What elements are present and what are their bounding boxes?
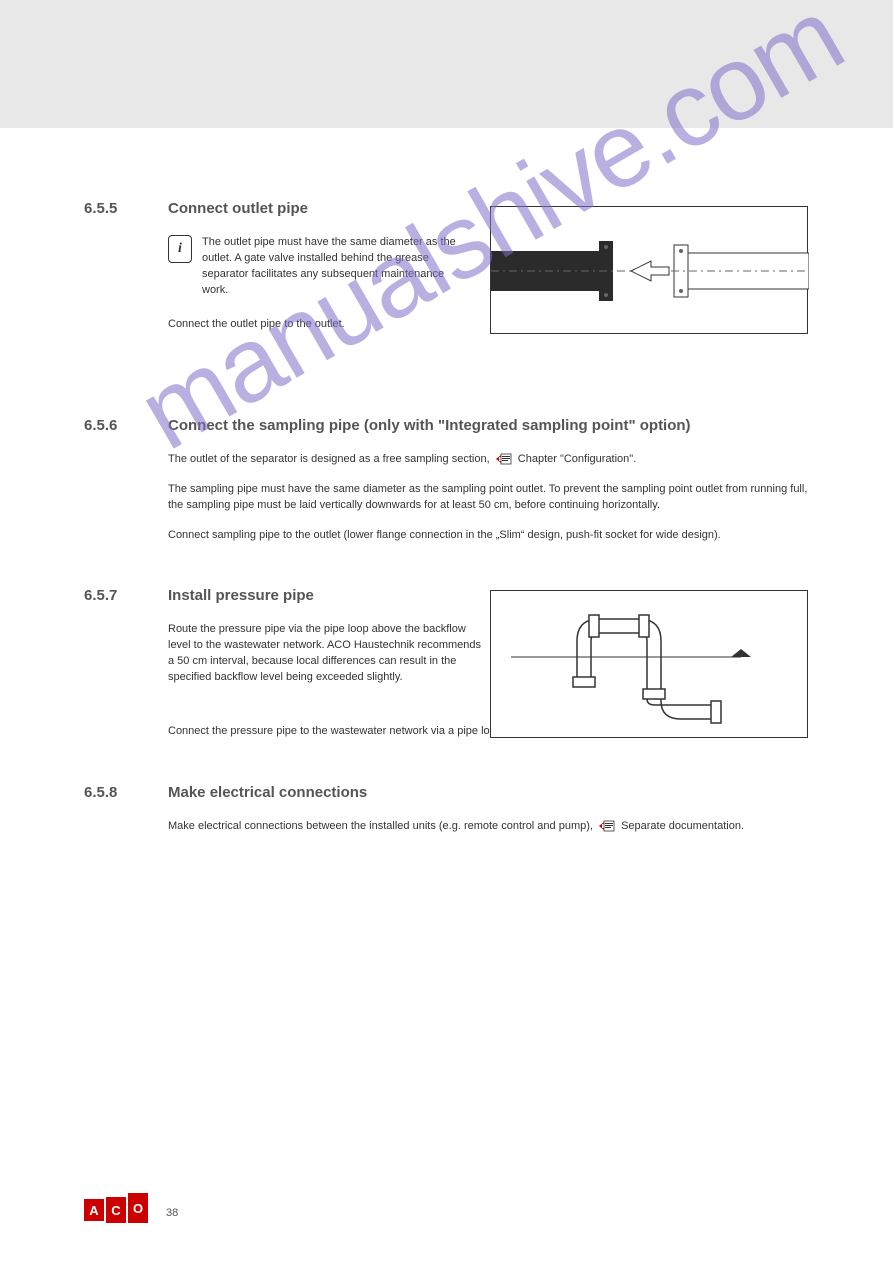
section-number: 6.5.6	[84, 417, 168, 558]
note-block: i The outlet pipe must have the same dia…	[168, 235, 468, 299]
cross-ref-text: Chapter "Configuration"	[518, 453, 633, 465]
section-paragraph: The sampling pipe must have the same dia…	[168, 482, 809, 514]
logo-letter: O	[128, 1193, 148, 1223]
figure-pressure-pipe-loop	[490, 590, 808, 738]
section-6-5-6: 6.5.6 Connect the sampling pipe (only wi…	[84, 417, 809, 558]
section-paragraph: Route the pressure pipe via the pipe loo…	[168, 622, 488, 686]
logo-letter: A	[84, 1199, 104, 1221]
text-fragment: .	[741, 820, 744, 832]
section-paragraph: Connect sampling pipe to the outlet (low…	[168, 528, 809, 544]
aco-logo: A C O	[84, 1197, 148, 1223]
info-icon: i	[168, 235, 192, 263]
section-number: 6.5.8	[84, 784, 168, 849]
header-band	[0, 0, 893, 128]
cross-ref-icon	[496, 453, 512, 465]
section-number: 6.5.7	[84, 587, 168, 754]
text-fragment: The outlet of the separator is designed …	[168, 453, 490, 465]
section-paragraph: Make electrical connections between the …	[168, 819, 809, 835]
footer: A C O 38	[84, 1197, 178, 1223]
logo-letter: C	[106, 1197, 126, 1223]
section-title: Make electrical connections	[168, 784, 809, 801]
cross-ref-icon	[599, 820, 615, 832]
section-number: 6.5.5	[84, 200, 168, 347]
cross-ref-text: Separate documentation	[621, 820, 741, 832]
text-fragment: .	[633, 453, 636, 465]
section-6-5-8: 6.5.8 Make electrical connections Make e…	[84, 784, 809, 849]
figure-outlet-pipe	[490, 206, 808, 334]
section-title: Connect the sampling pipe (only with "In…	[168, 417, 809, 434]
text-fragment: Make electrical connections between the …	[168, 820, 593, 832]
page-number: 38	[166, 1207, 178, 1223]
section-paragraph: The outlet of the separator is designed …	[168, 452, 809, 468]
note-text: The outlet pipe must have the same diame…	[202, 235, 468, 299]
